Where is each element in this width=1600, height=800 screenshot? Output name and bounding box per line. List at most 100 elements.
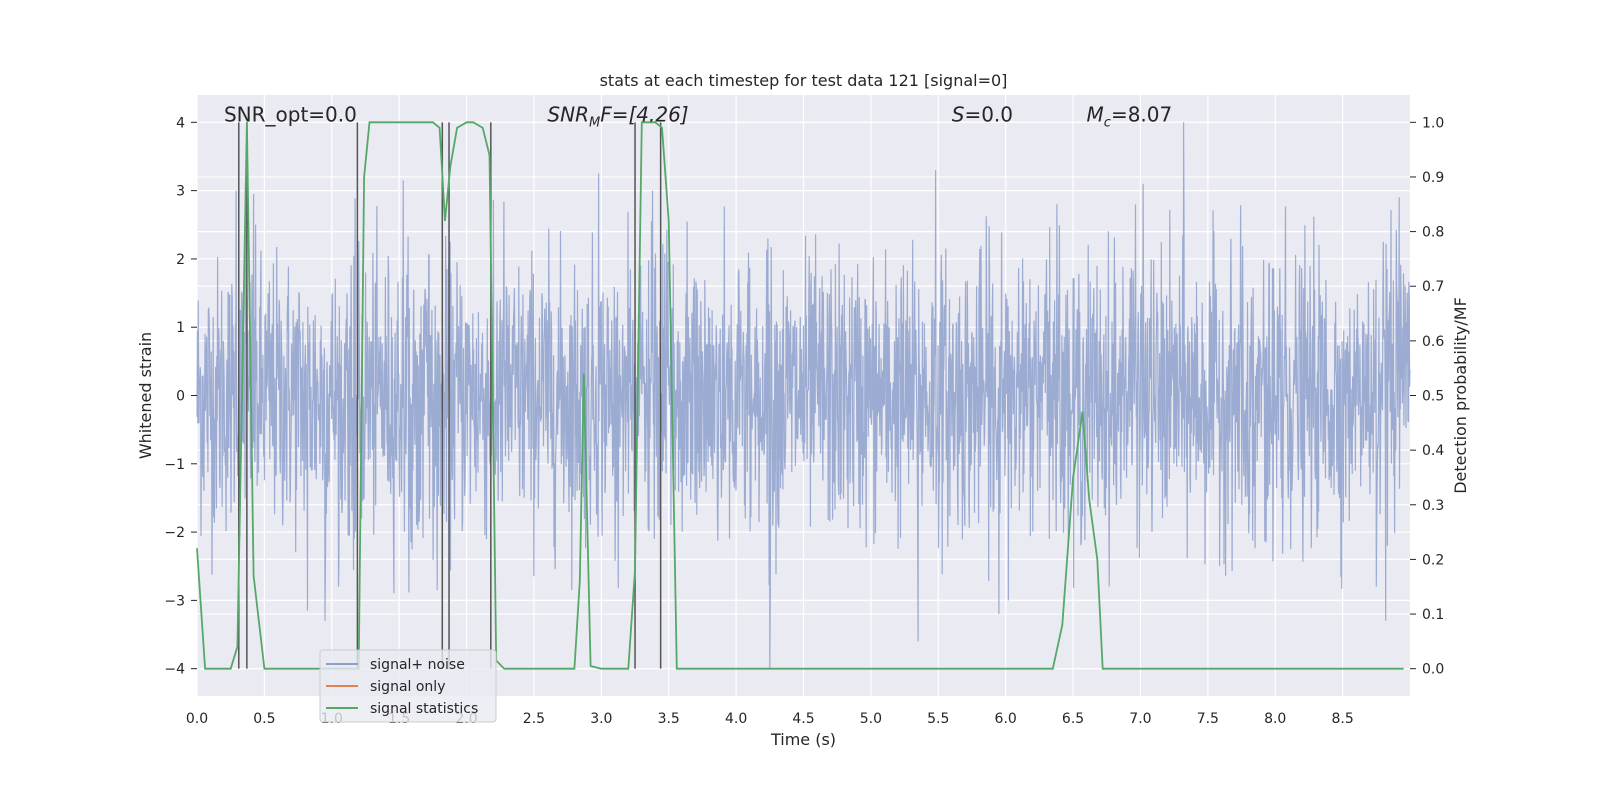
signal-statistics-point (1088, 498, 1090, 500)
signal-statistics-point (432, 121, 434, 123)
y-tick-label-right: 0.8 (1422, 225, 1444, 241)
signal-statistics-point (488, 154, 491, 156)
annotation-snr-opt: SNR_opt=0.0 (224, 102, 357, 126)
signal-statistics-point (204, 668, 206, 670)
y-tick-label-left: −3 (164, 593, 185, 609)
y-tick-label-left: −1 (164, 457, 185, 473)
annotation-s-symbol: S (952, 102, 965, 126)
y-tick-label-right: 0.7 (1422, 279, 1444, 295)
annotation-mc: Mc=8.07 (1087, 102, 1173, 130)
x-tick-label: 0.5 (253, 711, 275, 727)
annotation-s: S=0.0 (952, 102, 1013, 126)
signal-statistics-point (456, 127, 458, 129)
signal-statistics-point (246, 121, 248, 123)
x-axis-label: Time (s) (770, 730, 836, 749)
signal-statistics-point (1096, 558, 1098, 561)
annotation-mc-symbol: M (1087, 102, 1104, 126)
annotation-mc-sub: c (1104, 115, 1111, 130)
y-tick-label-right: 0.9 (1422, 170, 1444, 186)
annotation-snr-mf: SNRMF=[4.26] (547, 102, 688, 130)
y-tick-label-left: 2 (176, 252, 185, 268)
chart-title: stats at each timestep for test data 121… (600, 71, 1008, 90)
signal-statistics-point (1072, 476, 1074, 479)
signal-statistics-point (634, 569, 636, 571)
signal-statistics-point (583, 373, 585, 375)
signal-statistics-point (654, 121, 656, 123)
signal-statistics-series (196, 121, 1404, 670)
x-tick-label: 7.0 (1129, 711, 1151, 727)
signal-statistics-point (363, 176, 365, 178)
x-tick-label: 7.5 (1197, 711, 1219, 727)
x-tick-label: 0.0 (186, 711, 208, 727)
signal-statistics-point (444, 220, 446, 222)
legend-box (319, 649, 497, 723)
signal-statistics-point (230, 668, 232, 670)
signal-statistics-point (661, 127, 663, 129)
signal-statistics-point (1102, 668, 1104, 670)
signal-statistics-point (668, 220, 670, 222)
x-tick-label: 3.0 (590, 711, 612, 727)
signal-statistics-point (510, 668, 512, 670)
signal-statistics-point (589, 665, 592, 667)
signal-statistics-point (1402, 668, 1404, 670)
signal-statistics-point (465, 121, 468, 123)
signal-statistics-point (579, 580, 581, 582)
annotation-s-value: =0.0 (964, 102, 1013, 126)
y-axis-label-left: Whitened strain (136, 332, 155, 459)
signal-statistics-point (1052, 668, 1054, 670)
legend: signal+ noise signal only signal statist… (319, 649, 497, 723)
y-tick-label-left: 0 (176, 389, 185, 405)
signal-statistics-point (196, 547, 198, 550)
y-axis-label-right: Detection probability/MF (1451, 297, 1470, 494)
x-tick-label: 4.5 (792, 711, 814, 727)
signal-statistics-point (482, 127, 484, 129)
y-tick-label-right: 0.3 (1422, 498, 1444, 514)
signal-noise-line (196, 122, 1411, 669)
signal-statistics-point (600, 668, 602, 670)
x-tick-label: 2.5 (523, 711, 545, 727)
y-tick-label-left: 3 (176, 184, 185, 200)
signal-statistics-point (253, 575, 255, 577)
annotation-snr-mf-sub: M (589, 115, 600, 130)
y-tick-label-left: −4 (164, 662, 185, 678)
y-tick-label-right: 0.2 (1422, 552, 1444, 568)
signal-statistics-point (607, 668, 609, 670)
y-tick-label-right: 0.0 (1422, 662, 1444, 678)
x-tick-label: 8.5 (1331, 711, 1353, 727)
y-tick-label-right: 0.1 (1422, 607, 1444, 623)
x-tick-label: 3.5 (658, 711, 680, 727)
legend-label-signal-noise: signal+ noise (370, 657, 465, 673)
legend-label-signal-statistics: signal statistics (370, 701, 478, 717)
signal-statistics-point (236, 646, 239, 648)
signal-statistics-point (472, 121, 474, 123)
y-tick-label-right: 0.6 (1422, 334, 1444, 350)
signal-statistics-point (1061, 624, 1063, 626)
signal-statistics-point (573, 668, 575, 670)
y-tick-label-left: 4 (176, 115, 185, 131)
noise-series (196, 122, 1411, 669)
signal-statistics-point (449, 165, 451, 167)
x-tick-label: 4.0 (725, 711, 747, 727)
signal-statistics-point (1081, 411, 1084, 413)
signal-statistics-point (368, 121, 371, 123)
annotation-mc-value: =8.07 (1111, 102, 1172, 126)
y-tick-label-right: 1.0 (1422, 115, 1444, 131)
signal-statistics-point (676, 668, 678, 670)
y-tick-label-left: 1 (176, 320, 185, 336)
x-tick-label: 5.0 (860, 711, 882, 727)
x-tick-label: 6.0 (995, 711, 1017, 727)
signal-statistics-point (627, 668, 629, 670)
signal-statistics-point (681, 668, 683, 670)
signal-statistics-point (240, 422, 243, 424)
y-tick-label-right: 0.5 (1422, 389, 1444, 405)
x-tick-label: 8.0 (1264, 711, 1286, 727)
signal-statistics-point (503, 668, 505, 670)
y-tick-label-left: −2 (164, 525, 185, 541)
signal-statistics-point (209, 668, 212, 670)
signal-statistics-point (263, 668, 265, 670)
y-tick-label-right: 0.4 (1422, 443, 1444, 459)
signal-statistics-point (641, 121, 643, 123)
x-tick-label: 5.5 (927, 711, 949, 727)
signal-statistics-point (439, 127, 441, 129)
